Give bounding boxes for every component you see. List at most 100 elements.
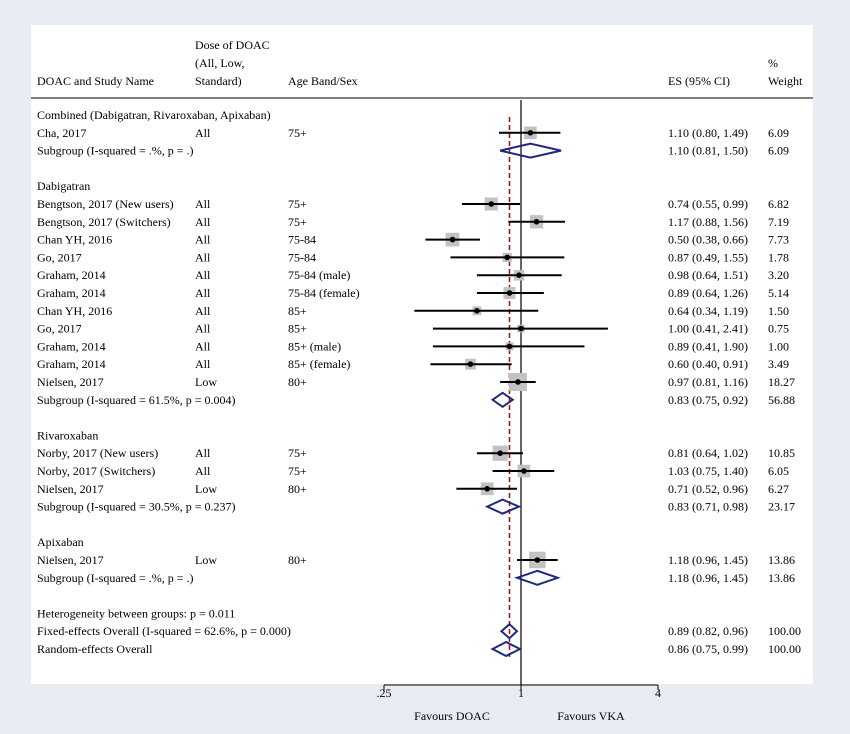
point-estimate: [516, 272, 522, 278]
weight-cell: 6.82: [768, 197, 789, 211]
overall-diamond: [490, 640, 523, 658]
header-weight: Weight: [768, 74, 803, 88]
dose-cell: Low: [195, 482, 217, 496]
point-estimate: [515, 379, 521, 385]
weight-cell: 13.86: [768, 571, 795, 585]
dose-cell: All: [195, 322, 211, 336]
dose-cell: All: [195, 233, 211, 247]
study-label: Graham, 2014: [37, 357, 106, 371]
es-cell: 0.98 (0.64, 1.51): [668, 268, 748, 282]
study-label: Chan YH, 2016: [37, 233, 112, 247]
es-cell: 0.97 (0.81, 1.16): [668, 375, 748, 389]
es-cell: 1.10 (0.80, 1.49): [668, 126, 748, 140]
point-estimate: [534, 557, 541, 563]
x-tick-label: 4: [655, 686, 661, 700]
es-cell: 0.86 (0.75, 0.99): [668, 642, 748, 656]
weight-cell: 100.00: [768, 624, 801, 638]
dose-cell: All: [195, 286, 211, 300]
es-cell: 0.50 (0.38, 0.66): [668, 233, 748, 247]
point-estimate: [518, 325, 524, 332]
point-estimate: [504, 254, 511, 261]
study-label: Cha, 2017: [37, 126, 86, 140]
age-cell: 75+: [288, 126, 307, 140]
plot-panel: DOAC and Study Name Dose of DOAC (All, Low…: [31, 25, 813, 723]
study-label: Nielsen, 2017: [37, 375, 104, 389]
subgroup-diamond: [499, 142, 562, 159]
text-label: Heterogeneity between groups: p = 0.011: [37, 606, 235, 620]
weight-cell: 100.00: [768, 642, 801, 656]
header-age: Age Band/Sex: [288, 74, 358, 88]
weight-cell: 23.17: [768, 500, 795, 514]
age-cell: 75-84: [288, 250, 316, 264]
age-cell: 85+: [288, 322, 307, 336]
study-label: Chan YH, 2016: [37, 304, 112, 318]
subgroup-diamond: [513, 569, 561, 586]
group-label: Combined (Dabigatran, Rivaroxaban, Apixa…: [37, 108, 271, 122]
x-tick-label: .25: [377, 686, 392, 700]
subgroup-label: Subgroup (I-squared = 30.5%, p = 0.237): [37, 500, 236, 514]
age-cell: 85+ (male): [288, 339, 341, 353]
weight-cell: 1.78: [768, 250, 789, 264]
favours-right-label: Favours VKA: [557, 709, 625, 723]
subgroup-label: Subgroup (I-squared = .%, p = .): [37, 144, 194, 158]
es-cell: 0.81 (0.64, 1.02): [668, 446, 748, 460]
study-label: Nielsen, 2017: [37, 553, 104, 567]
dose-cell: All: [195, 304, 211, 318]
es-cell: 0.71 (0.52, 0.96): [668, 482, 748, 496]
point-estimate: [533, 219, 540, 225]
study-label: Norby, 2017 (New users): [37, 446, 158, 460]
point-estimate: [497, 450, 503, 457]
es-cell: 0.89 (0.64, 1.26): [668, 286, 748, 300]
weight-cell: 6.09: [768, 144, 789, 158]
study-label: Norby, 2017 (Switchers): [37, 464, 155, 478]
dose-cell: All: [195, 197, 211, 211]
dose-cell: All: [195, 268, 211, 282]
forest-plot: DOAC and Study Name Dose of DOAC (All, Low…: [31, 38, 813, 723]
point-estimate: [488, 201, 495, 207]
point-estimate: [506, 343, 513, 350]
header-dose: Dose of DOAC: [195, 38, 270, 52]
dose-cell: All: [195, 339, 211, 353]
age-cell: 80+: [288, 375, 307, 389]
weight-cell: 1.50: [768, 304, 789, 318]
point-estimate: [449, 236, 456, 243]
header-dose: Standard): [195, 74, 242, 88]
es-cell: 0.74 (0.55, 0.99): [668, 197, 748, 211]
es-cell: 0.83 (0.75, 0.92): [668, 393, 748, 407]
es-cell: 0.64 (0.34, 1.19): [668, 304, 748, 318]
dose-cell: All: [195, 357, 211, 371]
es-cell: 1.00 (0.41, 2.41): [668, 322, 748, 336]
age-cell: 80+: [288, 553, 307, 567]
header-study: DOAC and Study Name: [37, 74, 154, 88]
dose-cell: All: [195, 215, 211, 229]
header-es: ES (95% CI): [668, 74, 730, 88]
weight-cell: 0.75: [768, 322, 789, 336]
weight-cell: 1.00: [768, 339, 789, 353]
point-estimate: [527, 130, 534, 136]
dose-cell: All: [195, 464, 211, 478]
header-dose: (All, Low,: [195, 56, 245, 70]
dose-cell: All: [195, 126, 211, 140]
study-label: Graham, 2014: [37, 339, 106, 353]
es-cell: 0.87 (0.49, 1.55): [668, 250, 748, 264]
study-label: Bengtson, 2017 (New users): [37, 197, 174, 211]
weight-cell: 18.27: [768, 375, 795, 389]
dose-cell: All: [195, 446, 211, 460]
age-cell: 75+: [288, 197, 307, 211]
es-cell: 1.18 (0.96, 1.45): [668, 553, 748, 567]
study-label: Graham, 2014: [37, 286, 106, 300]
group-label: Apixaban: [37, 535, 84, 549]
weight-cell: 6.05: [768, 464, 789, 478]
point-estimate: [474, 308, 480, 314]
study-label: Bengtson, 2017 (Switchers): [37, 215, 171, 229]
study-label: Nielsen, 2017: [37, 482, 104, 496]
weight-cell: 6.09: [768, 126, 789, 140]
group-label: Dabigatran: [37, 179, 90, 193]
subgroup-diamond: [484, 498, 522, 515]
overall-diamond: [499, 622, 519, 640]
dose-cell: All: [195, 250, 211, 264]
weight-cell: 6.27: [768, 482, 789, 496]
weight-cell: 3.49: [768, 357, 789, 371]
age-cell: 85+: [288, 304, 307, 318]
point-estimate: [484, 486, 490, 492]
